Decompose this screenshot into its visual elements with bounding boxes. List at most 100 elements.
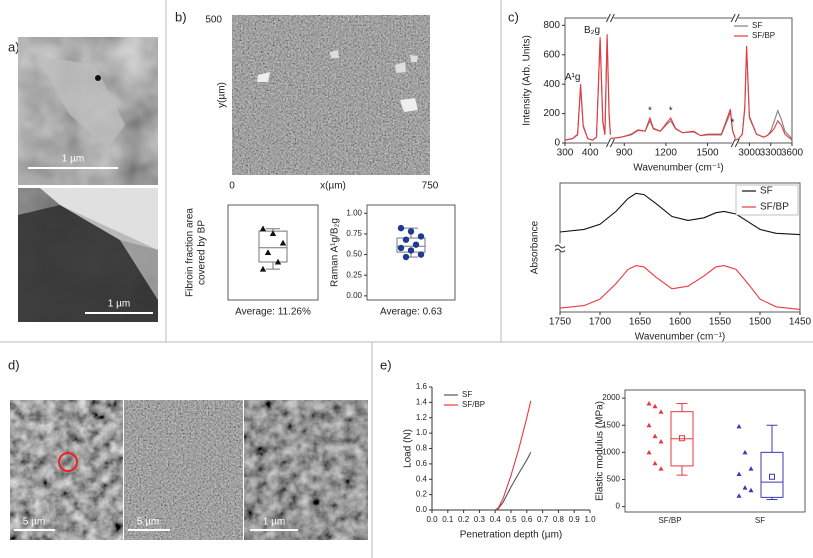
- annotation: *: [648, 106, 652, 117]
- series-line: [494, 452, 532, 511]
- point: [264, 249, 272, 256]
- x-tick-label: 900: [616, 148, 633, 159]
- x-tick-label: 1750: [549, 317, 572, 328]
- axis-break: [554, 248, 566, 253]
- box: [258, 230, 288, 263]
- y-tick-label: 800: [543, 20, 560, 31]
- series-line: [564, 34, 793, 141]
- point: [259, 225, 267, 232]
- point: [412, 241, 420, 248]
- x-tick-label: 0.6: [521, 515, 533, 524]
- axis-break: [605, 138, 611, 148]
- x-axis-label: Average: 0.63: [380, 307, 443, 318]
- legend-label: SF: [752, 21, 762, 30]
- scale-label: 1 µm: [263, 517, 285, 528]
- y-tick-label: 0: [554, 138, 560, 149]
- axis-break: [607, 14, 614, 22]
- y-axis-label: Fibroin fraction area: [185, 208, 196, 297]
- x-axis-label: Wavenumber (cm⁻¹): [635, 332, 725, 343]
- y-tick-label: 0.2: [416, 490, 428, 499]
- micrograph: 5 µm: [10, 400, 123, 540]
- axes-frame: [227, 204, 319, 301]
- box: [760, 451, 784, 498]
- point: [736, 493, 742, 498]
- legend-label: SF/BP: [462, 400, 485, 409]
- axes-frame: [564, 17, 793, 144]
- y-tick-label: 400: [543, 79, 560, 90]
- mean: [679, 435, 685, 442]
- y-tick-label: 200: [543, 108, 560, 119]
- y-tick-label: 1.0: [416, 428, 428, 437]
- x-tick-label: 1.0: [584, 515, 596, 524]
- axis-break: [730, 13, 736, 23]
- map-axis-label: x(µm): [320, 181, 346, 192]
- x-tick-label: 3300: [760, 148, 783, 159]
- x-tick-label: 1550: [709, 317, 732, 328]
- point: [658, 439, 664, 444]
- legend-label: SF: [760, 186, 773, 197]
- panel-label: e): [380, 357, 392, 372]
- point: [402, 236, 410, 243]
- annotation: B₂g: [584, 25, 600, 36]
- y-tick-label: 0.6: [416, 459, 428, 468]
- scale-label: 1 µm: [108, 299, 130, 310]
- y-tick-label: 1.6: [416, 382, 428, 391]
- point: [742, 449, 748, 455]
- x-tick-label: 0.8: [553, 515, 565, 524]
- point: [402, 253, 410, 261]
- point: [742, 485, 748, 490]
- map-tick-label: 0: [229, 181, 235, 192]
- series-line: [559, 192, 801, 236]
- y-axis-label: Raman A¹g/B₂g: [330, 218, 341, 287]
- point: [259, 265, 267, 272]
- x-tick-label: 0.2: [458, 515, 470, 524]
- x-tick-label: 0.0: [426, 515, 438, 524]
- axis-break: [607, 139, 614, 147]
- point: [736, 423, 742, 429]
- x-axis-label: Average: 11.26%: [235, 307, 311, 318]
- point: [274, 258, 282, 265]
- point: [417, 251, 425, 258]
- point: [269, 230, 277, 237]
- axis-break: [609, 13, 615, 23]
- axes-frame: [624, 389, 806, 513]
- micrograph: 5 µm: [124, 400, 243, 540]
- axis-break: [732, 14, 739, 22]
- x-tick-label: 0.4: [490, 515, 502, 524]
- y-tick-label: 2000: [602, 393, 620, 402]
- x-tick-label: SF/BP: [658, 516, 681, 525]
- y-tick-label: 0: [616, 502, 621, 511]
- point: [748, 466, 754, 471]
- y-tick-label: 1.2: [416, 413, 428, 422]
- scale-label: 5 µm: [23, 517, 45, 528]
- annotation: A¹g: [565, 72, 581, 83]
- legend-label: SF/BP: [752, 31, 775, 40]
- y-tick-label: 600: [543, 49, 560, 60]
- scale-label: 5 µm: [137, 517, 159, 528]
- annotation: *: [669, 106, 673, 117]
- axes-frame: [366, 204, 456, 301]
- x-tick-label: 1500: [749, 317, 772, 328]
- point: [646, 401, 652, 406]
- y-tick-label: 500: [607, 475, 621, 484]
- panel-label: c): [508, 9, 519, 24]
- micrograph: 1 µm: [244, 400, 368, 540]
- y-tick-label: 0.25: [346, 270, 362, 279]
- x-tick-label: 1450: [789, 317, 812, 328]
- point: [407, 228, 415, 235]
- x-tick-label: 1600: [669, 317, 692, 328]
- map-tick-label: 500: [205, 15, 222, 26]
- x-axis-label: Wavenumber (cm⁻¹): [633, 163, 723, 174]
- axis-break: [556, 243, 564, 252]
- point: [652, 433, 658, 439]
- axis-break: [554, 244, 566, 249]
- x-tick-label: SF: [755, 516, 765, 525]
- series-line: [559, 265, 801, 310]
- x-tick-label: 3600: [781, 148, 804, 159]
- x-tick-label: 0.9: [569, 515, 581, 524]
- panel-label: b): [175, 9, 187, 24]
- legend-label: SF/BP: [760, 202, 789, 213]
- x-tick-label: 0.5: [505, 515, 517, 524]
- y-tick-label: 0.00: [346, 291, 362, 300]
